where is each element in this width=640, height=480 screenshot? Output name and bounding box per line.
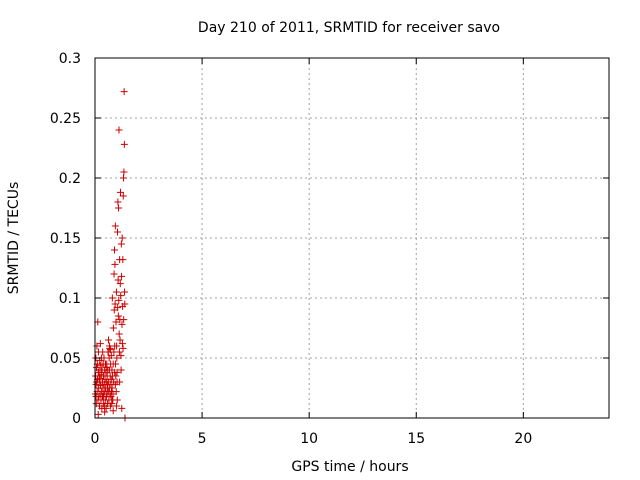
data-point [109, 407, 117, 415]
data-point [112, 372, 120, 380]
data-point [115, 330, 123, 338]
data-point [119, 174, 127, 182]
data-point [104, 336, 112, 344]
grid-lines [95, 58, 609, 418]
data-point [112, 288, 120, 296]
data-point [102, 404, 110, 412]
data-point [106, 342, 114, 350]
data-point [117, 292, 125, 300]
data-point [117, 240, 125, 248]
y-tick-labels: 0 0.05 0.1 0.15 0.2 0.25 0.3 [50, 51, 81, 427]
data-point [110, 270, 118, 278]
data-point [118, 340, 126, 348]
x-tick-label: 10 [300, 431, 318, 447]
data-point [115, 348, 123, 356]
data-point [103, 384, 111, 392]
data-point [115, 296, 123, 304]
data-point [101, 408, 109, 416]
x-tick-label: 20 [514, 431, 532, 447]
x-tick-label: 5 [198, 431, 207, 447]
chart-title: Day 210 of 2011, SRMTID for receiver sav… [198, 20, 500, 36]
data-point [113, 354, 121, 362]
data-point [117, 352, 125, 360]
data-point [114, 304, 122, 312]
data-point [120, 88, 128, 96]
data-point [116, 188, 124, 196]
data-point [111, 300, 119, 308]
data-point [116, 280, 124, 288]
data-points [91, 88, 129, 422]
x-tick-label: 0 [91, 431, 100, 447]
data-point [111, 222, 119, 230]
data-point [111, 260, 119, 268]
data-point [113, 228, 121, 236]
data-point [92, 392, 100, 400]
data-point [118, 272, 126, 280]
data-point [121, 288, 129, 296]
data-point [120, 316, 128, 324]
y-tick-label: 0.05 [50, 351, 81, 367]
x-axis-label: GPS time / hours [291, 459, 408, 475]
data-point [113, 342, 121, 350]
data-point [116, 378, 124, 386]
data-point [119, 344, 127, 352]
data-point [118, 320, 126, 328]
y-axis-label: SRMTID / TECUs [6, 182, 22, 295]
data-point [111, 380, 119, 388]
data-point [109, 324, 117, 332]
data-point [97, 366, 105, 374]
data-point [96, 340, 104, 348]
data-point [115, 126, 123, 134]
x-tick-label: 15 [407, 431, 425, 447]
data-point [107, 352, 115, 360]
data-point [115, 204, 123, 212]
data-point [110, 246, 118, 254]
data-point [103, 360, 111, 368]
data-point [114, 276, 122, 284]
data-point [120, 140, 128, 148]
y-tick-label: 0.25 [50, 111, 81, 127]
y-tick-label: 0.3 [59, 51, 81, 67]
axis-ticks [94, 57, 609, 419]
y-tick-label: 0 [72, 411, 81, 427]
y-tick-label: 0.2 [59, 171, 81, 187]
data-point [121, 300, 129, 308]
data-point [117, 366, 125, 374]
data-point [112, 388, 120, 396]
data-point [114, 198, 122, 206]
data-point [119, 256, 127, 264]
data-point [95, 372, 103, 380]
data-point [118, 234, 126, 242]
data-point [106, 346, 114, 354]
data-point [98, 378, 106, 386]
data-point [118, 404, 126, 412]
data-point [108, 396, 116, 404]
x-tick-labels: 0 5 10 15 20 [91, 431, 533, 447]
data-point [113, 368, 121, 376]
data-point [112, 360, 120, 368]
data-point [94, 410, 102, 418]
data-point [120, 168, 128, 176]
y-tick-label: 0.1 [59, 291, 81, 307]
data-point [112, 318, 120, 326]
data-point [116, 336, 124, 344]
data-point [119, 192, 127, 200]
data-point [100, 392, 108, 400]
data-point [112, 402, 120, 410]
y-tick-label: 0.15 [50, 231, 81, 247]
data-point [114, 312, 122, 320]
data-point [108, 294, 116, 302]
